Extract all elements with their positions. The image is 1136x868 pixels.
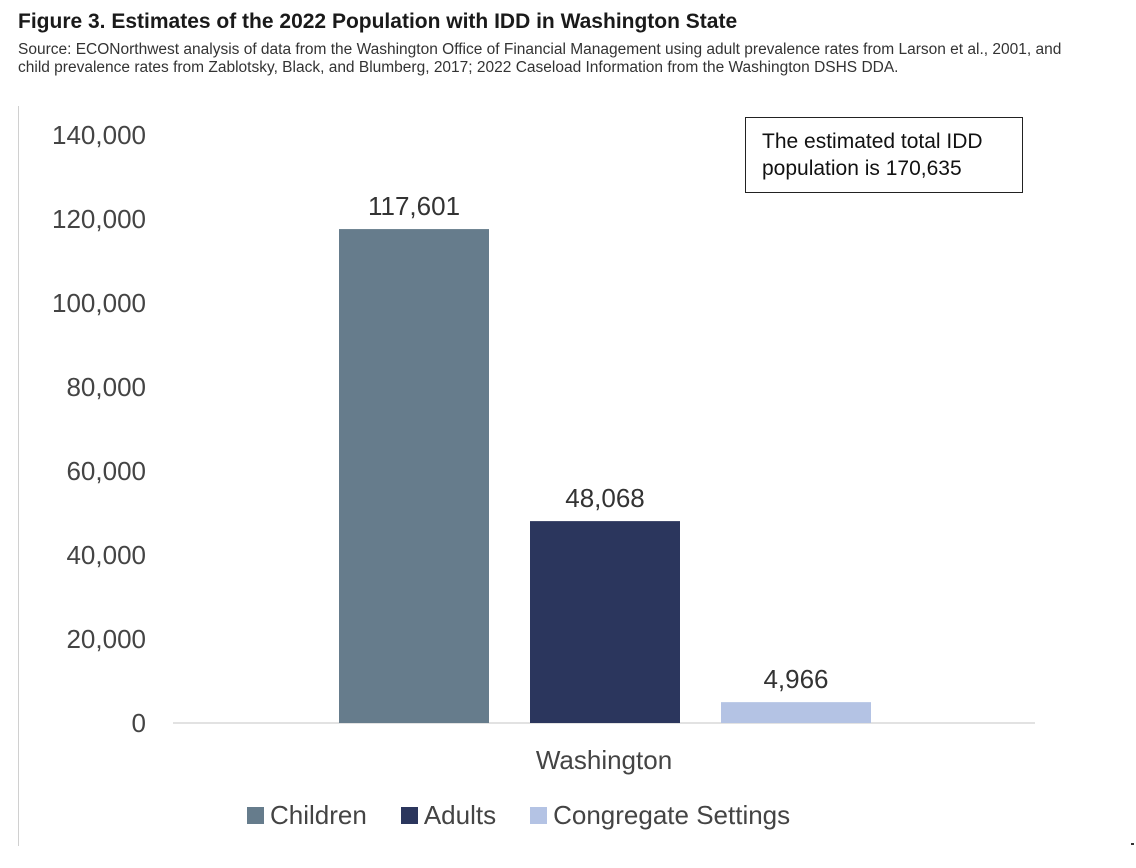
legend-swatch-children bbox=[247, 806, 264, 824]
legend-item-adults: Adults bbox=[400, 799, 497, 831]
bars-group bbox=[339, 229, 871, 723]
legend-label-adults: Adults bbox=[423, 799, 497, 830]
y-tick-label: 20,000 bbox=[66, 624, 146, 654]
bar-children bbox=[339, 229, 489, 723]
bar-congregate-settings bbox=[721, 702, 871, 723]
legend-label-congregate-settings: Congregate Settings bbox=[553, 799, 791, 830]
figure-source: Source: ECONorthwest analysis of data fr… bbox=[18, 41, 1062, 76]
chart-legend: Children Adults Congregate Settings bbox=[247, 798, 824, 832]
y-tick-label: 140,000 bbox=[52, 120, 146, 150]
legend-item-children: Children bbox=[247, 800, 367, 831]
legend-swatch-congregate-settings bbox=[530, 806, 548, 824]
y-axis: 0 20,000 40,000 60,000 80,000 100,000 120,000 1… bbox=[52, 120, 146, 738]
corner-mark bbox=[1131, 843, 1134, 845]
y-tick-label: 80,000 bbox=[66, 372, 146, 402]
data-label-congregate-settings: 4,966 bbox=[763, 664, 828, 694]
bar-labels-group: 117,601 48,068 4,966 bbox=[368, 191, 829, 694]
y-tick-label: 40,000 bbox=[66, 540, 146, 570]
total-population-annotation: The estimated total IDD population is 17… bbox=[745, 117, 1023, 193]
figure-title: Figure 3. Estimates of the 2022 Populati… bbox=[18, 10, 738, 33]
legend-item-congregate-settings: Congregate Settings bbox=[530, 800, 790, 831]
legend-label-children: Children bbox=[270, 799, 367, 830]
y-tick-label: 120,000 bbox=[52, 204, 146, 234]
y-tick-label: 60,000 bbox=[66, 456, 146, 486]
data-label-children: 117,601 bbox=[368, 191, 460, 221]
x-category-label: Washington bbox=[536, 745, 672, 775]
chart-frame bbox=[18, 106, 1059, 846]
y-tick-label: 0 bbox=[132, 708, 146, 738]
legend-swatch-adults bbox=[400, 806, 418, 824]
bar-adults bbox=[530, 521, 680, 723]
data-label-adults: 48,068 bbox=[565, 483, 645, 513]
y-tick-label: 100,000 bbox=[52, 288, 146, 318]
